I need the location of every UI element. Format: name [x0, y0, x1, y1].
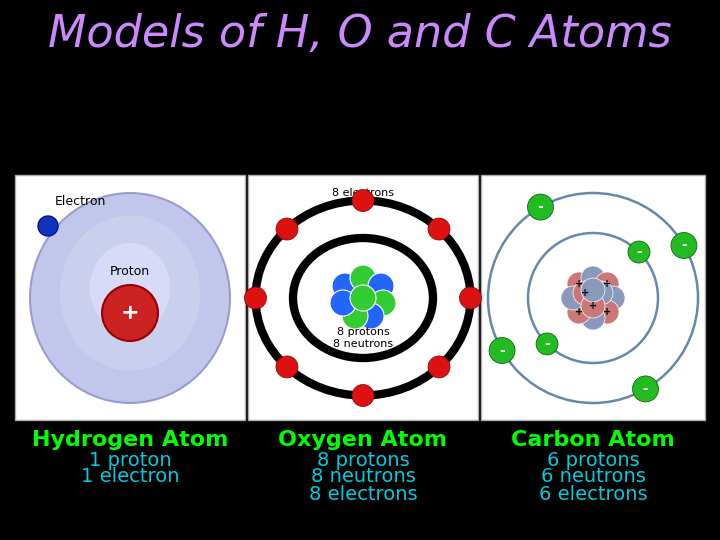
Circle shape — [561, 286, 585, 310]
Circle shape — [358, 303, 384, 329]
Text: -: - — [643, 382, 649, 396]
Circle shape — [350, 285, 376, 311]
Circle shape — [428, 356, 450, 378]
Bar — [248, 175, 478, 420]
Text: +: + — [575, 307, 583, 317]
Circle shape — [595, 272, 619, 296]
Text: +: + — [603, 307, 611, 317]
Circle shape — [352, 190, 374, 212]
Circle shape — [536, 333, 558, 355]
Ellipse shape — [90, 243, 170, 333]
Text: 1 proton: 1 proton — [89, 450, 171, 469]
Circle shape — [567, 272, 591, 296]
Text: 8 neutrons: 8 neutrons — [310, 468, 415, 487]
Circle shape — [573, 281, 597, 305]
Text: +: + — [589, 301, 597, 311]
Text: +: + — [575, 279, 583, 289]
Circle shape — [342, 303, 368, 329]
Circle shape — [581, 306, 605, 330]
Bar — [481, 175, 705, 420]
Circle shape — [528, 194, 554, 220]
Circle shape — [276, 218, 298, 240]
Text: 6 neutrons: 6 neutrons — [541, 468, 645, 487]
Circle shape — [370, 290, 396, 316]
Text: Oxygen Atom: Oxygen Atom — [279, 430, 448, 450]
Circle shape — [581, 294, 605, 318]
Text: Hydrogen Atom: Hydrogen Atom — [32, 430, 228, 450]
Circle shape — [589, 281, 613, 305]
Text: -: - — [681, 239, 687, 253]
Text: 1 electron: 1 electron — [81, 468, 179, 487]
Text: Proton: Proton — [110, 265, 150, 278]
Circle shape — [581, 278, 605, 302]
Text: -: - — [636, 245, 642, 259]
Circle shape — [38, 216, 58, 236]
Text: -: - — [499, 343, 505, 357]
Circle shape — [581, 266, 605, 290]
Circle shape — [102, 285, 158, 341]
Circle shape — [245, 287, 266, 309]
Circle shape — [330, 290, 356, 316]
Ellipse shape — [30, 193, 230, 403]
Circle shape — [601, 286, 625, 310]
Text: +: + — [603, 279, 611, 289]
Circle shape — [489, 338, 515, 363]
Text: 8 protons: 8 protons — [317, 450, 410, 469]
Text: 6 protons: 6 protons — [546, 450, 639, 469]
Text: +: + — [581, 288, 589, 298]
Text: Electron: Electron — [54, 195, 106, 208]
Text: 6 electrons: 6 electrons — [539, 484, 647, 503]
Bar — [15, 175, 245, 420]
Text: -: - — [538, 200, 544, 214]
Circle shape — [595, 300, 619, 324]
Circle shape — [632, 376, 659, 402]
Text: Carbon Atom: Carbon Atom — [511, 430, 675, 450]
Text: 8 electrons: 8 electrons — [332, 188, 394, 198]
Ellipse shape — [299, 244, 427, 352]
Circle shape — [567, 300, 591, 324]
Circle shape — [428, 218, 450, 240]
Circle shape — [628, 241, 650, 263]
Circle shape — [459, 287, 482, 309]
Circle shape — [276, 356, 298, 378]
Text: -: - — [544, 337, 550, 351]
Circle shape — [671, 233, 697, 259]
Text: +: + — [121, 303, 139, 323]
Circle shape — [350, 265, 376, 291]
Ellipse shape — [60, 215, 200, 370]
Circle shape — [332, 273, 358, 299]
Text: 8 protons
8 neutrons: 8 protons 8 neutrons — [333, 327, 393, 349]
Text: 8 electrons: 8 electrons — [309, 484, 418, 503]
Text: Models of H, O and C Atoms: Models of H, O and C Atoms — [48, 14, 672, 57]
Circle shape — [352, 384, 374, 407]
Circle shape — [368, 273, 394, 299]
